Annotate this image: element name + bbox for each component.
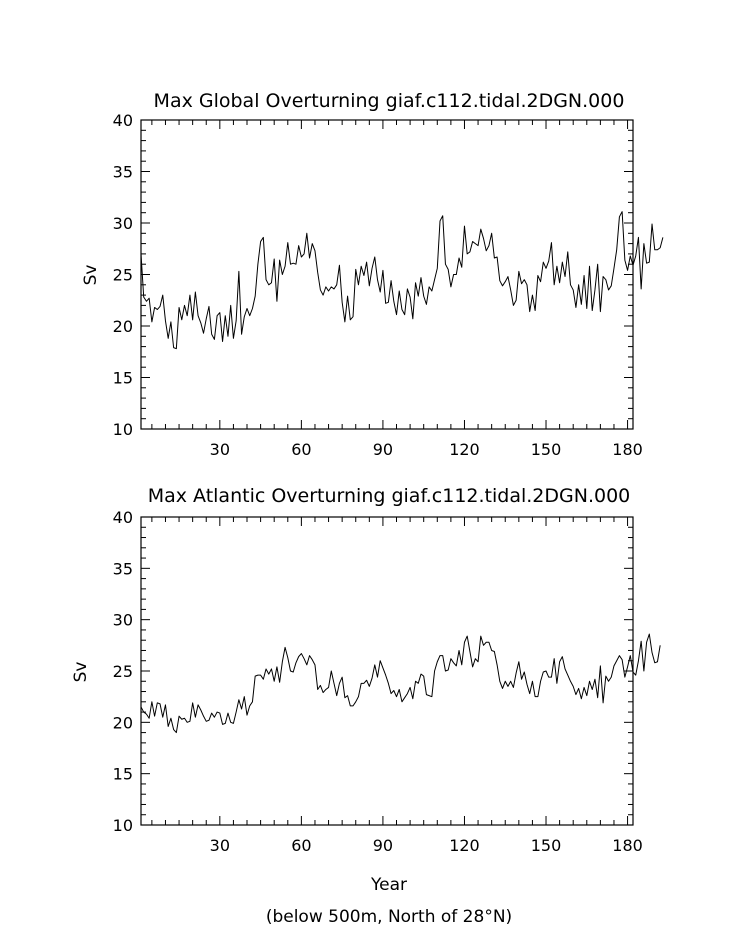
chart-title: Max Global Overturning giaf.c112.tidal.2… xyxy=(154,90,625,112)
x-axis-label: Year xyxy=(370,875,407,895)
y-axis-label: Sv xyxy=(81,265,101,286)
chart-title: Max Atlantic Overturning giaf.c112.tidal… xyxy=(148,485,631,507)
footnote: (below 500m, North of 28°N) xyxy=(266,907,512,927)
y-tick-label: 30 xyxy=(113,611,133,630)
y-tick-label: 20 xyxy=(113,317,133,336)
global-overturning-panel: Max Global Overturning giaf.c112.tidal.2… xyxy=(81,90,664,459)
y-tick-label: 10 xyxy=(113,816,133,835)
x-tick-label: 150 xyxy=(531,836,562,855)
y-axis-label: Sv xyxy=(71,662,91,683)
y-tick-label: 30 xyxy=(113,214,133,233)
x-tick-label: 90 xyxy=(373,836,393,855)
y-tick-label: 20 xyxy=(113,713,133,732)
x-tick-label: 120 xyxy=(449,440,480,459)
y-tick-label: 25 xyxy=(113,266,133,285)
plot-frame xyxy=(140,119,634,430)
x-tick-label: 180 xyxy=(612,440,643,459)
x-tick-label: 150 xyxy=(531,440,562,459)
y-tick-label: 15 xyxy=(113,765,133,784)
plot-frame xyxy=(140,516,634,826)
y-tick-label: 40 xyxy=(113,111,133,130)
y-tick-label: 25 xyxy=(113,662,133,681)
x-tick-label: 60 xyxy=(291,440,311,459)
x-tick-label: 60 xyxy=(291,836,311,855)
atlantic-overturning-panel: Max Atlantic Overturning giaf.c112.tidal… xyxy=(71,485,661,895)
y-tick-label: 15 xyxy=(113,369,133,388)
series-line xyxy=(140,211,664,350)
y-tick-label: 35 xyxy=(113,163,133,182)
series-line xyxy=(140,633,661,734)
y-tick-label: 10 xyxy=(113,420,133,439)
x-tick-label: 30 xyxy=(210,836,230,855)
y-tick-label: 35 xyxy=(113,559,133,578)
x-tick-label: 30 xyxy=(210,440,230,459)
x-tick-label: 120 xyxy=(449,836,480,855)
x-tick-label: 90 xyxy=(373,440,393,459)
x-tick-label: 180 xyxy=(612,836,643,855)
y-tick-label: 40 xyxy=(113,508,133,527)
